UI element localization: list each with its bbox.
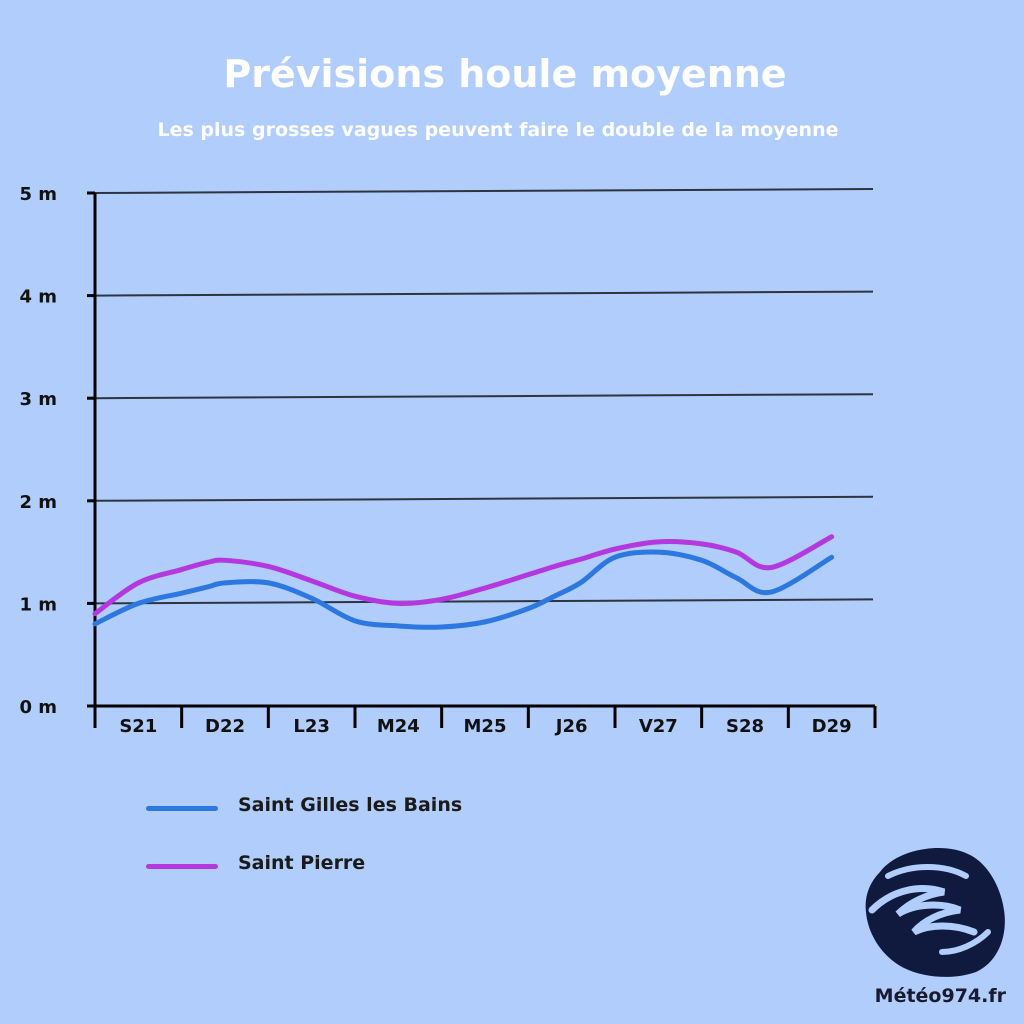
y-tick-label: 0 m [19,697,57,718]
x-tick-label: L23 [293,716,330,737]
brand-name: Météo974.fr [874,985,1006,1007]
x-tick-label: M24 [377,716,420,737]
y-tick-label: 4 m [19,287,57,308]
series-line-saint-gilles [92,549,835,630]
x-tick-label: J26 [554,716,588,737]
gridline [94,188,874,194]
logo-swirl-icon [865,848,1005,977]
meteo974-logo [865,848,1005,977]
x-tick-label: V27 [639,716,678,737]
chart-subtitle: Les plus grosses vagues peuvent faire le… [157,119,839,141]
x-tick-label: M25 [464,716,507,737]
x-tick-label: D22 [205,716,245,737]
gridline [94,393,874,400]
legend-swatch-saint-pierre [146,864,218,869]
gridline [94,495,874,502]
x-tick-label: D29 [812,716,852,737]
y-tick-label: 2 m [19,492,57,513]
legend-label-saint-gilles: Saint Gilles les Bains [238,794,463,816]
y-tick-label: 1 m [19,594,57,615]
chart-title: Prévisions houle moyenne [223,52,787,96]
y-tick-label: 5 m [19,184,57,205]
y-tick-label: 3 m [19,389,57,410]
legend-swatch-saint-gilles [146,806,218,811]
x-tick-label: S21 [119,716,157,737]
legend-label-saint-pierre: Saint Pierre [238,852,366,874]
gridline [94,598,874,605]
series-line-saint-pierre [92,534,835,617]
gridline [94,290,874,297]
x-tick-label: S28 [726,716,764,737]
